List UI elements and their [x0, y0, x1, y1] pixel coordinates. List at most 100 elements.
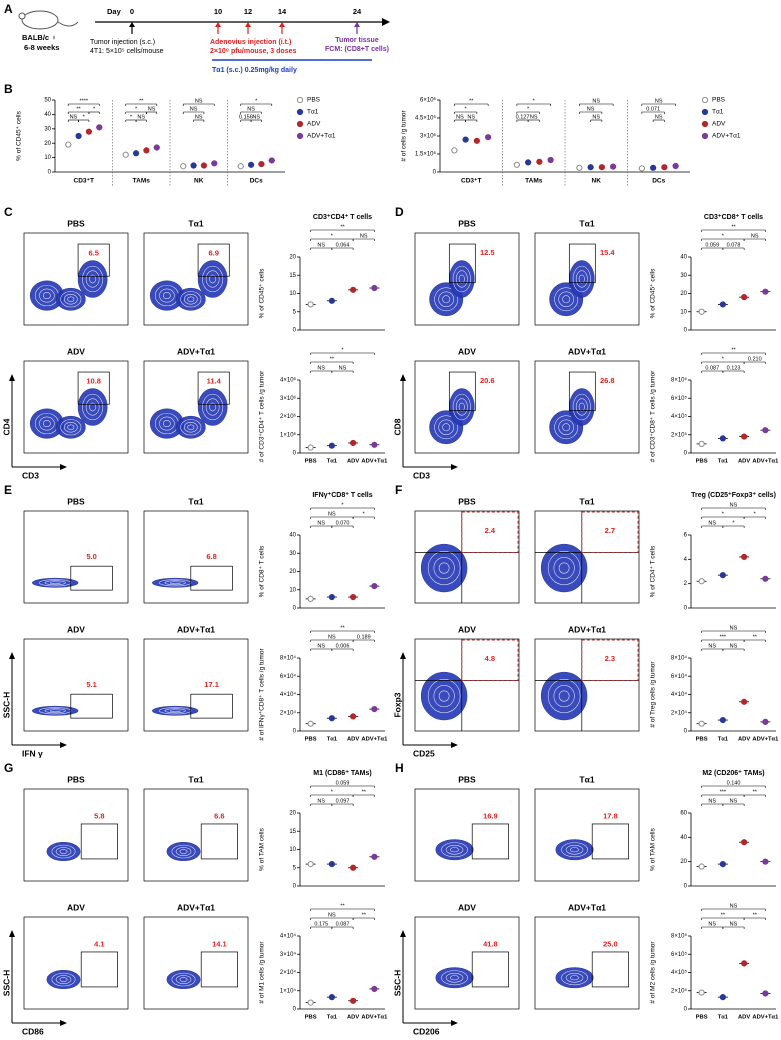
label: 2×10⁸ pfu/mouse, 3 doses	[210, 48, 296, 55]
y-tick-label: 15	[289, 273, 296, 279]
y-tick-label: 1×10⁴	[280, 987, 297, 994]
gate-percent: 17.8	[603, 812, 618, 821]
plot-title: ADV	[458, 624, 476, 634]
flow-density	[44, 580, 66, 586]
mouse-icon	[57, 21, 79, 27]
x-tick-label: ADV	[738, 1015, 750, 1021]
gate	[568, 371, 596, 412]
plot-title: Tα1	[188, 218, 203, 228]
sig-label: 0.189	[357, 634, 371, 640]
flow-density	[547, 678, 581, 714]
flow-density	[59, 849, 68, 854]
label: Tumor injection (s.c.)	[90, 39, 155, 46]
sig-label: **	[753, 789, 758, 795]
data-point	[143, 147, 150, 154]
gate-percent: 5.1	[86, 680, 96, 689]
y-tick-label: 0	[684, 451, 688, 457]
flow-density	[438, 419, 454, 435]
data-point	[610, 163, 617, 170]
y-axis-label: CD4	[1, 418, 11, 435]
gate-percent: 26.8	[600, 376, 615, 385]
flow-density	[441, 970, 468, 986]
gate	[448, 371, 476, 412]
flow-density	[82, 393, 104, 421]
flow-density	[455, 270, 468, 288]
sig-label: NS	[360, 233, 368, 239]
flow-density	[438, 291, 454, 307]
sig-label: *	[732, 520, 735, 526]
gate-percent: 5.0	[86, 552, 96, 561]
flow-density	[180, 291, 202, 308]
plot-title: Tα1	[579, 218, 594, 228]
flow-density	[554, 415, 579, 440]
panel-letter: C	[4, 205, 13, 219]
gate-percent: 2.3	[605, 654, 615, 663]
data-point	[371, 853, 378, 860]
y-tick-label: 8×10⁴	[671, 655, 688, 662]
flow-density	[433, 556, 455, 580]
mouse-icon	[21, 10, 59, 30]
sig-label: **	[469, 98, 474, 104]
flow-density	[209, 274, 217, 284]
flow-density	[175, 847, 192, 856]
category-label: CD3⁺T	[461, 178, 481, 185]
flow-density	[202, 265, 224, 293]
y-axis-label: # of M2 cells /g tumor	[650, 941, 657, 1004]
flow-density	[89, 402, 97, 412]
flow-density	[51, 972, 76, 987]
flow-density	[89, 274, 97, 284]
data-point	[65, 141, 72, 148]
y-tick-label: 6×10⁴	[671, 673, 688, 680]
gate-percent: 6.9	[208, 249, 218, 258]
y-tick-label: 4×10⁴	[671, 691, 688, 698]
axis-arrow-head	[451, 742, 458, 748]
plot-title: ADV	[458, 902, 476, 912]
label: 10	[214, 7, 222, 16]
y-tick-label: 1×10⁶	[280, 431, 297, 438]
data-point	[513, 161, 520, 168]
data-point	[485, 134, 492, 141]
data-point	[307, 301, 314, 308]
flow-density	[158, 707, 192, 715]
flow-density	[427, 678, 461, 714]
flow-density	[450, 847, 459, 853]
flow-density	[183, 421, 198, 433]
flow-density	[575, 270, 588, 288]
data-point	[328, 297, 335, 304]
sig-label: NS	[730, 625, 738, 631]
day-arrow-head	[245, 22, 251, 27]
y-axis-label: % of CD45⁺ cells	[16, 110, 23, 160]
y-tick-label: 2×10⁵	[671, 987, 688, 994]
sig-label: NS	[328, 634, 336, 640]
sig-label: *	[722, 511, 725, 517]
gate	[190, 565, 233, 591]
category-label: DCs	[250, 178, 263, 185]
flow-density	[572, 393, 591, 421]
chart-title: M1 (CD86⁺ TAMs)	[313, 770, 371, 777]
data-point	[307, 861, 314, 868]
flow-density	[562, 295, 571, 304]
flow-plot-frame	[23, 638, 129, 732]
sig-label: NS	[70, 114, 78, 120]
sig-label: *	[93, 106, 96, 112]
data-point	[638, 165, 645, 172]
flow-density	[572, 265, 591, 293]
axis-arrow-head	[400, 652, 406, 659]
timeline-arrow	[382, 18, 390, 26]
gate-percent: 16.9	[483, 812, 498, 821]
data-point	[96, 124, 103, 131]
x-tick-label: Tα1	[718, 1015, 729, 1021]
y-tick-label: 20	[289, 255, 296, 261]
sig-label: NS	[708, 921, 716, 927]
data-point	[247, 161, 255, 168]
y-tick-label: 5	[293, 309, 297, 315]
gate	[591, 951, 629, 988]
flow-density	[187, 424, 195, 430]
y-tick-label: 2×10⁶	[280, 413, 297, 420]
chart-title: M2 (CD206⁺ TAMs)	[702, 770, 764, 777]
flow-density	[49, 581, 61, 585]
gate-percent: 14.1	[212, 940, 227, 949]
y-tick-label: 40	[680, 835, 687, 841]
sig-label: *	[722, 356, 725, 362]
sig-label: NS	[328, 912, 336, 918]
